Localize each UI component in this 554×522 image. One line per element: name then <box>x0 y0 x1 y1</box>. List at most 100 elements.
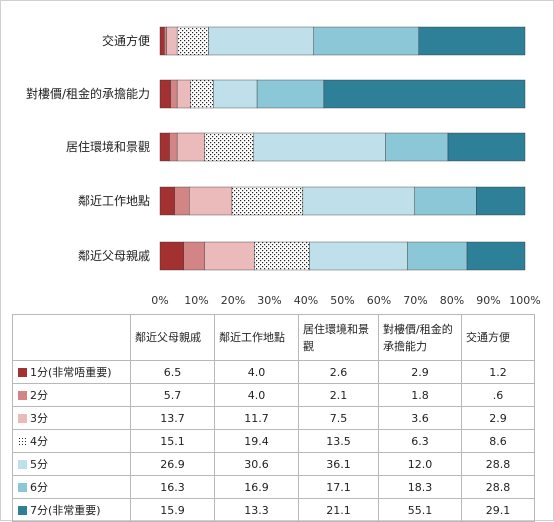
legend-swatch <box>18 391 27 400</box>
table-cell: 2.6 <box>298 360 379 384</box>
bar-segment <box>176 79 191 109</box>
row-header: 2分 <box>12 383 131 407</box>
bar-segment <box>174 186 190 216</box>
bar-segment <box>176 26 209 56</box>
column-header: 居住環境和景觀 <box>298 314 379 361</box>
bar-segment <box>302 186 415 216</box>
table-cell: 2.9 <box>378 360 462 384</box>
legend-label: 3分 <box>30 412 48 425</box>
legend-label: 1分(非常唔重要) <box>30 366 112 379</box>
table-cell: 15.9 <box>130 498 215 522</box>
table-header-row: 鄰近父母親戚 鄰近工作地點 居住環境和景觀 對樓價/租金的承擔能力 交通方便 <box>12 314 535 361</box>
table-cell: .6 <box>461 383 535 407</box>
column-header: 鄰近父母親戚 <box>130 314 215 361</box>
x-tick-label: 0% <box>151 294 168 307</box>
row-header: 3分 <box>12 406 131 430</box>
table-cell: 13.7 <box>130 406 215 430</box>
bar-segment <box>208 26 314 56</box>
legend-swatch <box>18 437 27 446</box>
category-label: 居住環境和景觀 <box>66 139 150 154</box>
bar-segment <box>204 241 255 271</box>
table-cell: 6.3 <box>378 429 462 453</box>
table-row: 5分 26.9 30.6 36.1 12.0 28.8 <box>12 452 535 476</box>
table-cell: 13.3 <box>214 498 299 522</box>
table-cell: 19.4 <box>214 429 299 453</box>
legend-label: 6分 <box>30 481 48 494</box>
bar-segment <box>159 132 170 162</box>
table-cell: 13.5 <box>298 429 379 453</box>
table-cell: 6.5 <box>130 360 215 384</box>
bar-segment <box>204 132 255 162</box>
x-tick-label: 70% <box>403 294 427 307</box>
bar-segment <box>447 132 526 162</box>
row-header: 4分 <box>12 429 131 453</box>
table-cell: 16.3 <box>130 475 215 499</box>
x-tick-label: 10% <box>184 294 208 307</box>
table-cell: 2.9 <box>461 406 535 430</box>
x-tick-label: 20% <box>221 294 245 307</box>
row-header: 7分(非常重要) <box>12 498 131 522</box>
bar-segment <box>385 132 449 162</box>
bar-segment <box>189 186 233 216</box>
table-cell: 21.1 <box>298 498 379 522</box>
table-cell: 28.8 <box>461 452 535 476</box>
table-cell: 17.1 <box>298 475 379 499</box>
table-cell: 30.6 <box>214 452 299 476</box>
legend-swatch <box>18 460 27 469</box>
bar-segment <box>159 186 175 216</box>
table-corner-cell <box>12 314 131 361</box>
bar-segment <box>476 186 526 216</box>
row-header: 5分 <box>12 452 131 476</box>
legend-swatch <box>18 506 27 515</box>
category-label: 鄰近工作地點 <box>78 193 150 208</box>
table-cell: 16.9 <box>214 475 299 499</box>
table-cell: 28.8 <box>461 475 535 499</box>
legend-label: 2分 <box>30 389 48 402</box>
x-tick-label: 80% <box>440 294 464 307</box>
bar-segment <box>159 241 184 271</box>
category-label: 鄰近父母親戚 <box>78 248 150 263</box>
table-cell: 5.7 <box>130 383 215 407</box>
row-header: 6分 <box>12 475 131 499</box>
bar-segment <box>169 132 178 162</box>
bar-segment <box>407 241 468 271</box>
data-table: 鄰近父母親戚 鄰近工作地點 居住環境和景觀 對樓價/租金的承擔能力 交通方便 1… <box>12 314 535 522</box>
table-cell: 1.2 <box>461 360 535 384</box>
x-tick-label: 50% <box>330 294 354 307</box>
table-cell: 18.3 <box>378 475 462 499</box>
bar-segment <box>418 26 526 56</box>
category-label: 交通方便 <box>102 33 150 48</box>
bar-segment <box>313 26 419 56</box>
bar-group <box>159 26 526 271</box>
table-cell: 4.0 <box>214 383 299 407</box>
legend-swatch <box>18 414 27 423</box>
bar-segment <box>159 79 171 109</box>
bar-segment <box>166 26 178 56</box>
table-cell: 1.8 <box>378 383 462 407</box>
table-cell: 36.1 <box>298 452 379 476</box>
bar-segment <box>213 79 258 109</box>
bar-segment <box>309 241 408 271</box>
table-cell: 15.1 <box>130 429 215 453</box>
x-tick-label: 30% <box>257 294 281 307</box>
bar-segment <box>170 79 178 109</box>
legend-label: 4分 <box>30 435 48 448</box>
table-cell: 3.6 <box>378 406 462 430</box>
table-cell: 4.0 <box>214 360 299 384</box>
category-label: 對樓價/租金的承擔能力 <box>26 86 150 101</box>
legend-swatch <box>18 483 27 492</box>
legend-label: 7分(非常重要) <box>30 504 101 517</box>
table-row: 4分 15.1 19.4 13.5 6.3 8.6 <box>12 429 535 453</box>
table-cell: 11.7 <box>214 406 299 430</box>
table-row: 7分(非常重要) 15.9 13.3 21.1 55.1 29.1 <box>12 498 535 522</box>
x-tick-label: 90% <box>476 294 500 307</box>
bar-segment <box>190 79 214 109</box>
table-cell: 8.6 <box>461 429 535 453</box>
table-cell: 26.9 <box>130 452 215 476</box>
legend-swatch <box>18 368 27 377</box>
x-axis: 0% 10% 20% 30% 40% 50% 60% 70% 80% 90% 100% <box>151 294 540 307</box>
bar-segment <box>176 132 205 162</box>
table-cell: 55.1 <box>378 498 462 522</box>
